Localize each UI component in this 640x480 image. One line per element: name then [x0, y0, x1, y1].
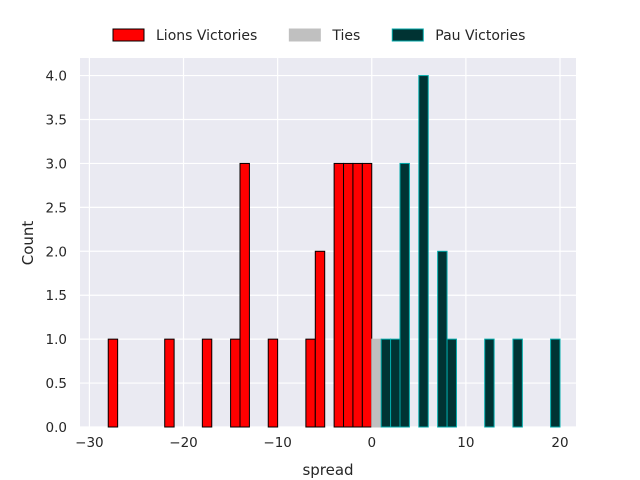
y-tick-label: 0.0 — [46, 420, 67, 436]
histogram-bar — [305, 338, 316, 428]
histogram-bar — [239, 162, 250, 428]
x-tick-label: −30 — [75, 435, 104, 451]
histogram-bar — [418, 75, 429, 428]
histogram-bar — [107, 338, 119, 428]
x-tick-label: 10 — [457, 435, 474, 451]
y-tick-label: 1.5 — [46, 288, 67, 304]
histogram-bar — [371, 338, 382, 428]
histogram-bar — [399, 162, 410, 428]
y-tick-label: 2.0 — [46, 244, 67, 260]
histogram-bar — [512, 338, 523, 428]
legend-swatch — [288, 28, 321, 42]
y-tick-label: 0.5 — [46, 376, 67, 392]
legend-label: Lions Victories — [156, 28, 257, 44]
y-axis-label: Count — [19, 221, 37, 266]
bars — [107, 75, 561, 428]
y-tick-label: 4.0 — [46, 69, 67, 85]
legend-swatch — [391, 28, 424, 42]
grid-lines — [80, 58, 576, 428]
histogram-bar — [437, 250, 448, 428]
histogram-bar — [164, 338, 175, 428]
x-axis-label: spread — [302, 461, 353, 479]
histogram-bar — [230, 338, 241, 428]
x-tick-label: 20 — [551, 435, 568, 451]
legend-label: Pau Victories — [435, 28, 525, 44]
x-tick-label: −20 — [169, 435, 198, 451]
histogram-bar — [550, 338, 561, 428]
histogram-bar — [267, 338, 279, 428]
histogram-bar — [361, 162, 373, 428]
x-axis-ticks: −30 −20 −10 0 10 20 — [75, 435, 568, 451]
legend-label: Ties — [331, 28, 360, 44]
histogram-bar — [343, 162, 354, 428]
histogram-bar — [484, 338, 495, 428]
histogram-bar — [352, 162, 363, 428]
y-tick-label: 3.5 — [46, 113, 67, 129]
histogram-bar — [201, 338, 213, 428]
y-tick-label: 1.0 — [46, 332, 67, 348]
x-tick-label: 0 — [367, 435, 376, 451]
y-tick-label: 3.0 — [46, 156, 67, 172]
plot-area — [80, 58, 576, 427]
x-tick-label: −10 — [263, 435, 292, 451]
histogram-bar — [446, 338, 457, 428]
legend-swatch — [112, 28, 145, 42]
y-axis-ticks: 0.0 0.5 1.0 1.5 2.0 2.5 3.0 3.5 4.0 — [46, 69, 67, 436]
histogram-bar — [390, 338, 401, 428]
histogram-bar — [380, 338, 392, 428]
y-tick-label: 2.5 — [46, 200, 67, 216]
histogram-bar — [314, 250, 326, 428]
legend: Lions Victories Ties Pau Victories — [112, 28, 525, 44]
histogram-bar — [333, 162, 345, 428]
